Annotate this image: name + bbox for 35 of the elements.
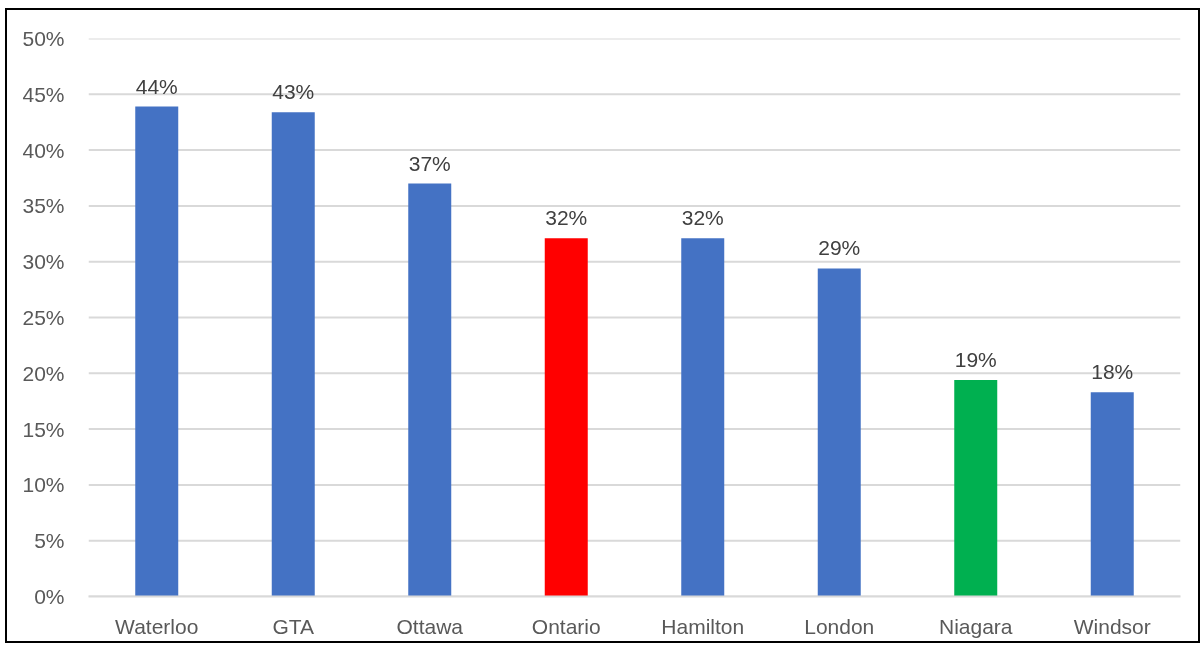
y-tick-label: 40%	[22, 138, 65, 162]
data-label: 18%	[1091, 360, 1134, 384]
bar	[817, 268, 861, 597]
bar	[1090, 392, 1134, 597]
bar	[408, 183, 452, 597]
bar	[544, 238, 588, 597]
y-tick-label: 50%	[22, 27, 65, 50]
y-tick-label: 10%	[22, 473, 65, 497]
data-label: 29%	[818, 236, 861, 260]
x-tick-label: Ottawa	[396, 614, 464, 638]
y-tick-label: 30%	[22, 250, 65, 274]
x-tick-label: Windsor	[1073, 614, 1151, 638]
x-tick-label: Ontario	[531, 614, 601, 638]
y-tick-label: 45%	[22, 82, 65, 106]
bar	[135, 106, 179, 597]
bar	[954, 380, 998, 597]
data-label: 32%	[545, 206, 588, 230]
data-label: 32%	[681, 206, 724, 230]
y-tick-label: 20%	[22, 361, 65, 385]
x-tick-label: GTA	[272, 614, 315, 638]
bar	[271, 112, 315, 597]
data-label: 37%	[408, 151, 451, 175]
y-tick-label: 15%	[22, 417, 65, 441]
y-tick-label: 35%	[22, 194, 65, 218]
x-tick-label: Waterloo	[115, 614, 199, 638]
y-tick-label: 0%	[34, 585, 65, 608]
bar	[681, 238, 725, 597]
data-label: 43%	[272, 80, 315, 104]
y-tick-label: 25%	[22, 306, 65, 329]
data-label: 44%	[135, 74, 178, 98]
x-tick-label: London	[804, 614, 875, 638]
data-label: 19%	[954, 348, 997, 371]
y-tick-label: 5%	[34, 529, 65, 553]
x-tick-label: Niagara	[938, 614, 1013, 638]
x-tick-label: Hamilton	[661, 614, 745, 638]
